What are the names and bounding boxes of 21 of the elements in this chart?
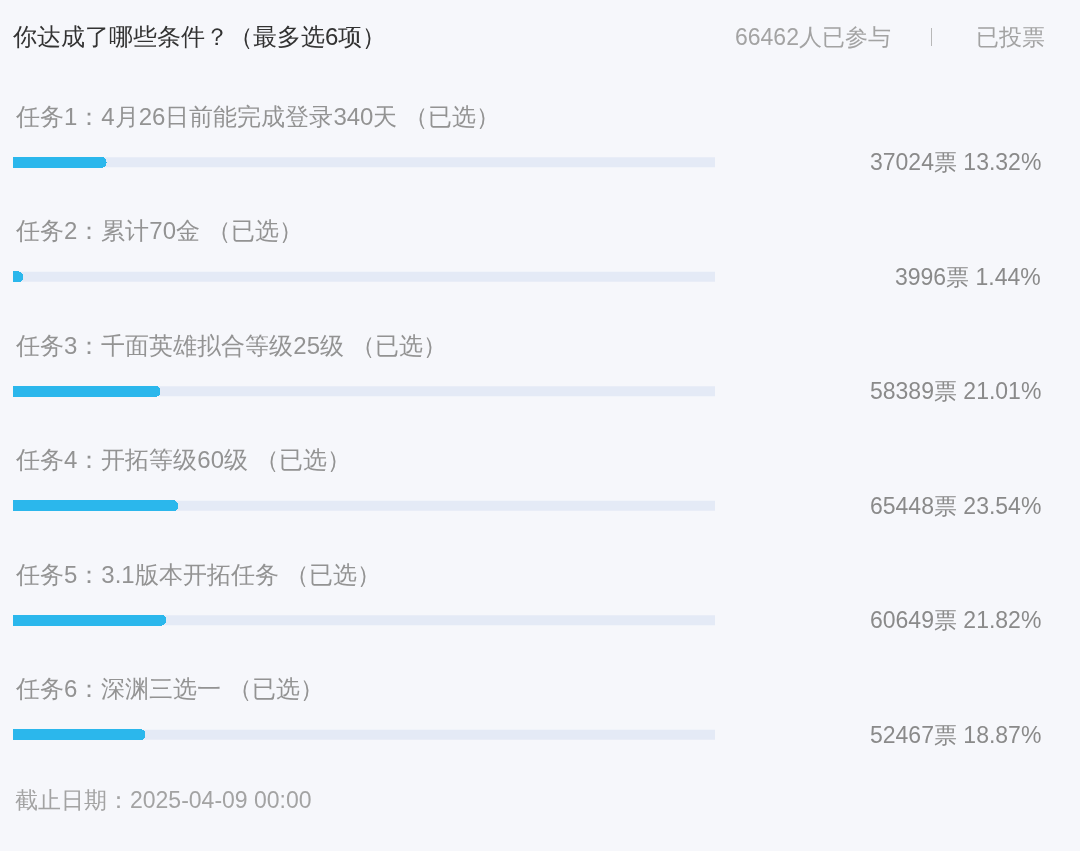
y-tick-label: 任务1：4月26日前能完成登录340天 （已选） — [15, 103, 501, 130]
text: 66462人已参与 — [735, 24, 891, 50]
data-label: 58389票 21.01% — [870, 378, 1042, 404]
y-tick-label: 任务5：3.1版本开拓任务 （已选） — [15, 561, 382, 588]
y-tick-label: 任务3：千面英雄拟合等级25级 （已选） — [15, 332, 447, 359]
bar — [13, 729, 146, 741]
bar — [13, 500, 179, 512]
data-label: 60649票 21.82% — [870, 607, 1042, 633]
bar — [13, 385, 161, 397]
bar — [13, 614, 167, 626]
y-tick-label: 任务6：深渊三选一 （已选） — [15, 675, 325, 702]
y-tick-label: 任务2：累计70金 （已选） — [15, 217, 303, 244]
data-label: 3996票 1.44% — [895, 264, 1041, 290]
data-label: 52467票 18.87% — [870, 722, 1042, 748]
y-tick-label: 任务4：开拓等级60级 （已选） — [15, 446, 351, 473]
data-label: 37024票 13.32% — [870, 149, 1042, 175]
chart-title: 你达成了哪些条件？（最多选6项） — [12, 23, 387, 51]
text: 已投票 — [976, 24, 1045, 50]
text: 截止日期：2025-04-09 00:00 — [15, 787, 312, 813]
data-label: 65448票 23.54% — [870, 493, 1042, 519]
bar — [13, 156, 107, 168]
